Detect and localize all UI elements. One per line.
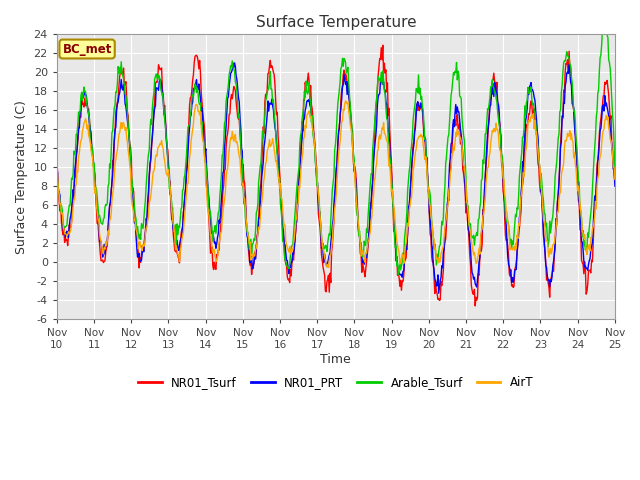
Line: NR01_Tsurf: NR01_Tsurf [57, 45, 615, 306]
Line: Arable_Tsurf: Arable_Tsurf [57, 22, 615, 275]
NR01_Tsurf [379, 42, 387, 48]
NR01_PRT [404, 204, 412, 210]
Arable_Tsurf [63, 222, 71, 228]
AirT [207, 233, 214, 239]
NR01_Tsurf [471, 303, 479, 309]
AirT [53, 166, 61, 171]
Arable_Tsurf [53, 171, 61, 177]
NR01_Tsurf [207, 250, 214, 256]
NR01_PRT [207, 218, 214, 224]
AirT [63, 233, 71, 239]
Arable_Tsurf [207, 210, 214, 216]
NR01_Tsurf [611, 179, 619, 185]
NR01_Tsurf [421, 133, 429, 139]
Arable_Tsurf [394, 272, 402, 277]
NR01_Tsurf [53, 152, 61, 157]
Arable_Tsurf [421, 136, 429, 142]
AirT [324, 264, 332, 270]
NR01_PRT [53, 166, 61, 172]
Arable_Tsurf [177, 206, 185, 212]
Arable_Tsurf [611, 174, 619, 180]
Line: NR01_PRT: NR01_PRT [57, 63, 615, 293]
NR01_Tsurf [404, 216, 412, 221]
NR01_PRT [611, 183, 619, 189]
Arable_Tsurf [120, 83, 128, 89]
Arable_Tsurf [600, 19, 608, 24]
NR01_Tsurf [177, 231, 185, 237]
NR01_Tsurf [120, 82, 128, 87]
NR01_PRT [231, 60, 239, 66]
Line: AirT: AirT [57, 101, 615, 267]
AirT [120, 124, 128, 130]
AirT [422, 154, 429, 160]
AirT [405, 207, 413, 213]
Y-axis label: Surface Temperature (C): Surface Temperature (C) [15, 100, 28, 253]
AirT [611, 177, 619, 182]
Title: Surface Temperature: Surface Temperature [255, 15, 416, 30]
AirT [342, 98, 349, 104]
NR01_PRT [120, 89, 128, 95]
NR01_PRT [63, 228, 71, 234]
Legend: NR01_Tsurf, NR01_PRT, Arable_Tsurf, AirT: NR01_Tsurf, NR01_PRT, Arable_Tsurf, AirT [134, 371, 538, 394]
NR01_Tsurf [63, 237, 71, 243]
NR01_PRT [177, 236, 185, 241]
Arable_Tsurf [404, 178, 412, 184]
X-axis label: Time: Time [321, 353, 351, 366]
AirT [177, 244, 185, 250]
Text: BC_met: BC_met [63, 43, 112, 56]
NR01_PRT [435, 290, 442, 296]
NR01_PRT [421, 138, 429, 144]
